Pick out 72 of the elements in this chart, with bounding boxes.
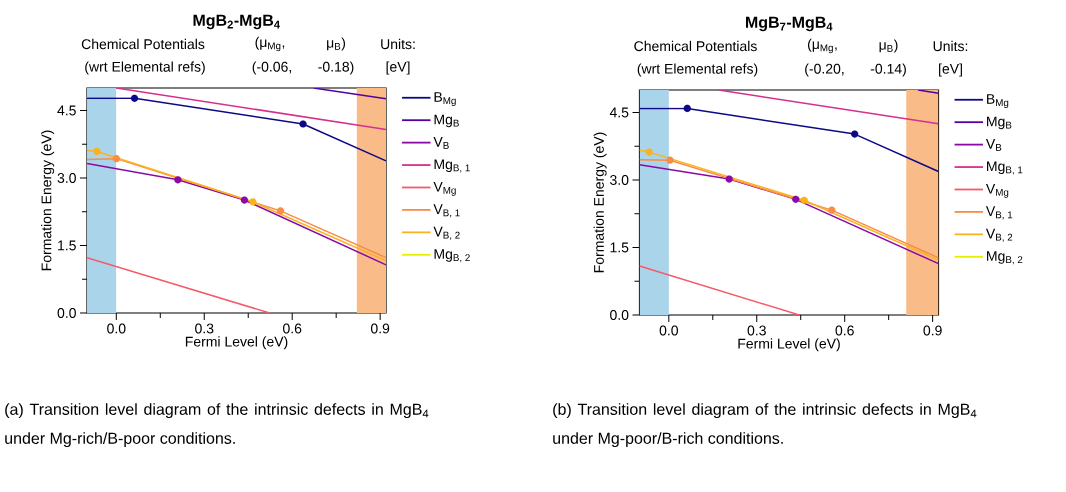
text: [eV] bbox=[386, 61, 410, 75]
chart-title: MgB$_{7}$-MgB$_{4}$ bbox=[746, 16, 833, 32]
x-tick-label: 0.0 bbox=[107, 323, 126, 334]
point bbox=[112, 154, 120, 163]
x-tick-label: 0.0 bbox=[659, 325, 679, 336]
legend-label: V$_{B, 1}$ bbox=[985, 206, 1013, 220]
x-tick-label: 0.3 bbox=[195, 323, 214, 334]
point bbox=[240, 196, 249, 204]
point bbox=[800, 196, 808, 204]
y-tick-label: 3.0 bbox=[610, 175, 629, 185]
point bbox=[645, 148, 653, 156]
text: -0.18) bbox=[318, 61, 354, 75]
point bbox=[683, 104, 691, 113]
point bbox=[299, 120, 307, 128]
text: (a) Transition level diagram of the intrinsic defects in MgB$_{4}$ under Mg-rich/B-poor conditions. bbox=[5, 403, 429, 448]
y-axis-title: Formation Energy (eV) bbox=[593, 132, 607, 273]
text: (μ$_{Mg}$, bbox=[255, 36, 285, 52]
legend-label: B$_{Mg}$ bbox=[434, 92, 456, 107]
chart-title: MgB$_{2}$-MgB$_{4}$ bbox=[193, 14, 280, 30]
y-tick-label: 1.5 bbox=[610, 242, 629, 253]
text: (μ$_{Mg}$, bbox=[808, 38, 837, 54]
y-tick-label: 4.5 bbox=[57, 105, 76, 116]
legend-label: Mg$_{B, 1}$ bbox=[987, 161, 1023, 175]
legend-label: Mg$_{B}$ bbox=[987, 116, 1012, 130]
text: (-0.06, bbox=[252, 61, 291, 75]
y-tick-label: 3.0 bbox=[57, 173, 76, 183]
legend-label: V$_{B, 2}$ bbox=[985, 228, 1013, 242]
point bbox=[174, 176, 182, 184]
point bbox=[130, 94, 139, 102]
legend-label: V$_{Mg}$ bbox=[985, 183, 1009, 198]
text: Chemical Potentials bbox=[81, 38, 205, 50]
x-tick-label: 0.6 bbox=[283, 323, 302, 334]
legend-label: V$_{B, 2}$ bbox=[433, 226, 460, 240]
legend-label: V$_{B}$ bbox=[433, 137, 449, 149]
point bbox=[276, 207, 285, 215]
text: μ$_{B}$) bbox=[879, 39, 898, 53]
legend-label: Mg$_{B, 1}$ bbox=[434, 159, 470, 173]
x-axis-title: Fermi Level (eV) bbox=[185, 336, 288, 350]
point bbox=[828, 206, 836, 214]
text: (wrt Elemental refs) bbox=[637, 63, 758, 77]
y-axis-title: Formation Energy (eV) bbox=[41, 130, 55, 271]
point bbox=[666, 156, 674, 164]
legend-label: V$_{B}$ bbox=[985, 139, 1002, 151]
x-tick-label: 0.9 bbox=[923, 325, 942, 336]
point bbox=[93, 147, 101, 156]
text: μ$_{B}$) bbox=[327, 37, 346, 51]
x-tick-label: 0.3 bbox=[747, 325, 766, 336]
text: (b) Transition level diagram of the intrinsic defects in MgB$_{4}$ under Mg-poor/B-rich conditions. bbox=[553, 403, 977, 448]
x-tick-label: 0.9 bbox=[370, 323, 390, 334]
y-tick-label: 1.5 bbox=[58, 240, 76, 251]
x-tick-label: 0.6 bbox=[835, 325, 854, 336]
legend-label: V$_{Mg}$ bbox=[433, 181, 456, 196]
text: (wrt Elemental refs) bbox=[85, 61, 205, 75]
legend-label: V$_{B, 1}$ bbox=[433, 204, 460, 218]
y-tick-label: 0.0 bbox=[57, 308, 76, 318]
text: (-0.20, bbox=[805, 63, 844, 77]
legend-label: Mg$_{B}$ bbox=[434, 114, 459, 128]
text: -0.14) bbox=[870, 63, 906, 77]
y-tick-label: 4.5 bbox=[609, 107, 629, 118]
legend-label: Mg$_{B, 2}$ bbox=[987, 251, 1023, 265]
x-axis-title: Fermi Level (eV) bbox=[738, 338, 840, 352]
legend-label: Mg$_{B, 2}$ bbox=[434, 249, 470, 263]
text: Units: bbox=[933, 40, 968, 52]
point bbox=[851, 130, 859, 138]
text: Chemical Potentials bbox=[634, 40, 757, 52]
legend-label: B$_{Mg}$ bbox=[987, 94, 1009, 109]
point bbox=[792, 195, 800, 203]
text: [eV] bbox=[939, 63, 962, 77]
point bbox=[725, 175, 733, 183]
y-tick-label: 0.0 bbox=[610, 310, 629, 320]
point bbox=[249, 198, 257, 206]
text: Units: bbox=[381, 38, 415, 50]
